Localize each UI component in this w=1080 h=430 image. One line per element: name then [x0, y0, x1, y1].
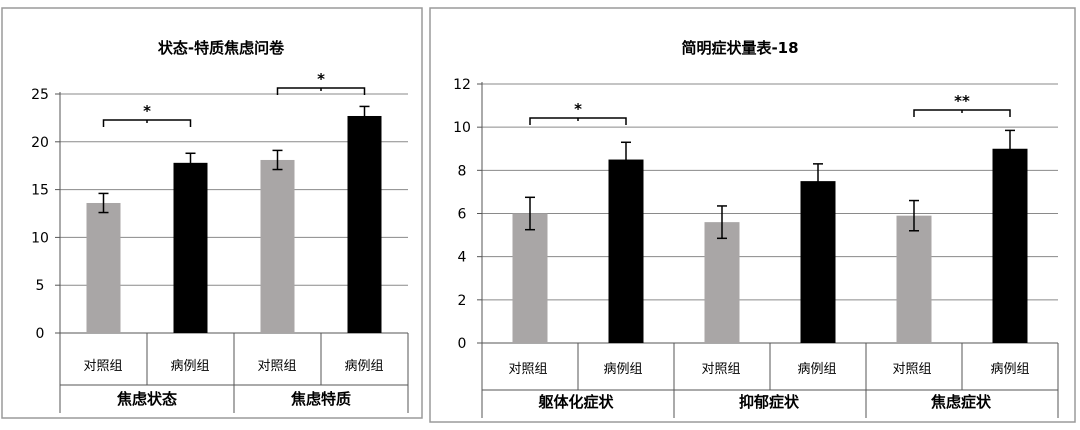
- category-label: 病例组: [797, 362, 836, 377]
- bar: [260, 159, 295, 333]
- bar: [704, 222, 740, 343]
- y-tick-label: 6: [458, 207, 467, 223]
- y-tick-label: 0: [458, 336, 467, 352]
- category-label: 对照组: [508, 362, 547, 377]
- category-label: 对照组: [892, 362, 931, 377]
- bar: [800, 181, 836, 343]
- chart-title-right: 简明症状量表-18: [681, 39, 798, 57]
- category-label: 病例组: [603, 362, 642, 377]
- y-tick-label: 15: [31, 183, 49, 199]
- bar: [173, 162, 208, 333]
- bar: [896, 215, 932, 343]
- group-label: 躯体化症状: [537, 393, 614, 411]
- group-label: 焦虑症状: [930, 393, 992, 411]
- category-label: 对照组: [701, 362, 740, 377]
- y-tick-label: 10: [453, 120, 471, 136]
- category-label: 对照组: [83, 359, 122, 374]
- y-tick-label: 8: [458, 163, 467, 179]
- bar: [86, 202, 121, 333]
- y-tick-label: 10: [31, 230, 49, 246]
- group-label: 焦虑特质: [290, 390, 351, 408]
- category-label: 病例组: [990, 362, 1029, 377]
- significance-label: *: [317, 70, 325, 88]
- category-label: 病例组: [344, 359, 383, 374]
- y-tick-label: 4: [458, 250, 467, 266]
- panel-right-frame: [429, 7, 1076, 423]
- bar: [608, 159, 644, 343]
- y-tick-label: 5: [36, 278, 45, 294]
- chart-title-left: 状态-特质焦虑问卷: [158, 39, 285, 57]
- y-tick-label: 25: [31, 87, 49, 103]
- panel-left-frame: [1, 7, 423, 419]
- group-label: 抑郁症状: [739, 393, 800, 411]
- bar: [992, 148, 1028, 343]
- significance-label: *: [574, 100, 582, 118]
- y-tick-label: 2: [458, 293, 467, 309]
- category-label: 病例组: [170, 359, 209, 374]
- category-label: 对照组: [257, 359, 296, 374]
- y-tick-label: 0: [36, 326, 45, 342]
- y-tick-label: 20: [31, 135, 49, 151]
- significance-label: *: [143, 102, 151, 120]
- bar: [347, 115, 382, 333]
- significance-label: **: [954, 92, 970, 110]
- bar: [512, 213, 548, 343]
- y-tick-label: 12: [453, 77, 471, 93]
- group-label: 焦虑状态: [116, 390, 177, 408]
